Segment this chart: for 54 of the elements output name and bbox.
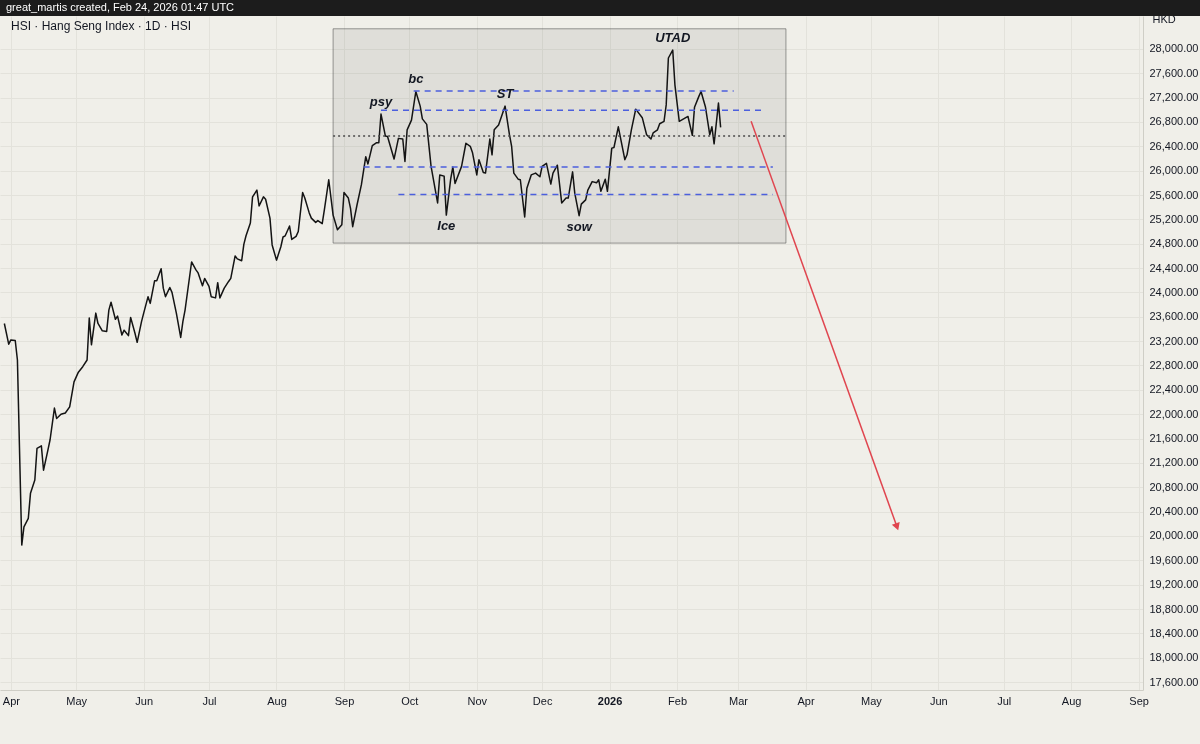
y-tick-label: 18,000.00 <box>1149 651 1199 664</box>
x-tick-label: Aug <box>267 694 287 707</box>
x-tick-label: Dec <box>532 694 553 707</box>
chart-title: HSI · Hang Seng Index · 1D · HSI <box>11 19 192 33</box>
y-tick-label: 18,800.00 <box>1149 602 1199 615</box>
annotation: ST <box>496 86 515 102</box>
y-tick-label: 17,600.00 <box>1149 675 1199 688</box>
x-tick-label: Apr <box>2 694 21 707</box>
x-tick-label: Nov <box>467 694 488 707</box>
y-tick-label: 20,800.00 <box>1149 480 1199 493</box>
annotation: bc <box>408 71 425 87</box>
annotation: sow <box>566 218 593 234</box>
annotation: Ice <box>437 218 456 234</box>
y-tick-label: 21,200.00 <box>1149 456 1199 469</box>
y-tick-label: 20,400.00 <box>1149 505 1199 518</box>
x-tick-label: Sep <box>1129 694 1149 707</box>
y-tick-label: 22,800.00 <box>1149 358 1199 371</box>
y-tick-label: 24,000.00 <box>1149 285 1199 298</box>
y-tick-label: 23,200.00 <box>1149 334 1199 347</box>
y-tick-label: 22,000.00 <box>1149 407 1199 420</box>
y-tick-label: 26,000.00 <box>1149 164 1199 177</box>
y-tick-label: 19,600.00 <box>1149 553 1199 566</box>
x-tick-label: 2026 <box>597 694 623 707</box>
x-tick-label: Jul <box>997 694 1012 707</box>
x-tick-label: Jun <box>135 694 154 707</box>
x-tick-label: Feb <box>668 694 688 707</box>
y-tick-label: 26,800.00 <box>1149 115 1199 128</box>
x-tick-label: Oct <box>401 694 419 707</box>
y-tick-label: 19,200.00 <box>1149 578 1199 591</box>
y-tick-label: 26,400.00 <box>1149 139 1199 152</box>
y-tick-label: 28,000.00 <box>1149 42 1199 55</box>
y-tick-label: 25,600.00 <box>1149 188 1199 201</box>
y-tick-label: 27,600.00 <box>1149 66 1199 79</box>
x-tick-label: Jun <box>929 694 948 707</box>
y-tick-label: 21,600.00 <box>1149 432 1199 445</box>
y-tick-label: 23,600.00 <box>1149 310 1199 323</box>
y-tick-label: 24,400.00 <box>1149 261 1199 274</box>
x-tick-label: Mar <box>729 694 749 707</box>
x-tick-label: Aug <box>1061 694 1082 707</box>
x-tick-label: May <box>66 694 88 707</box>
y-tick-label: 24,800.00 <box>1149 237 1199 250</box>
y-tick-label: 20,000.00 <box>1149 529 1199 542</box>
x-tick-label: Sep <box>334 694 355 707</box>
y-tick-label: 25,200.00 <box>1149 212 1199 225</box>
x-tick-label: Jul <box>202 694 217 707</box>
y-tick-label: 22,400.00 <box>1149 383 1199 396</box>
line-series <box>3 49 722 546</box>
annotation: UTAD <box>655 30 691 46</box>
text: great_martis created, Feb 24, 2026 01:47 UTC <box>6 1 235 13</box>
x-tick-label: Apr <box>797 694 815 707</box>
x-tick-label: May <box>860 694 883 707</box>
annotation: psy <box>368 94 393 110</box>
y-tick-label: 27,200.00 <box>1149 91 1199 104</box>
y-tick-label: 18,400.00 <box>1149 626 1199 639</box>
